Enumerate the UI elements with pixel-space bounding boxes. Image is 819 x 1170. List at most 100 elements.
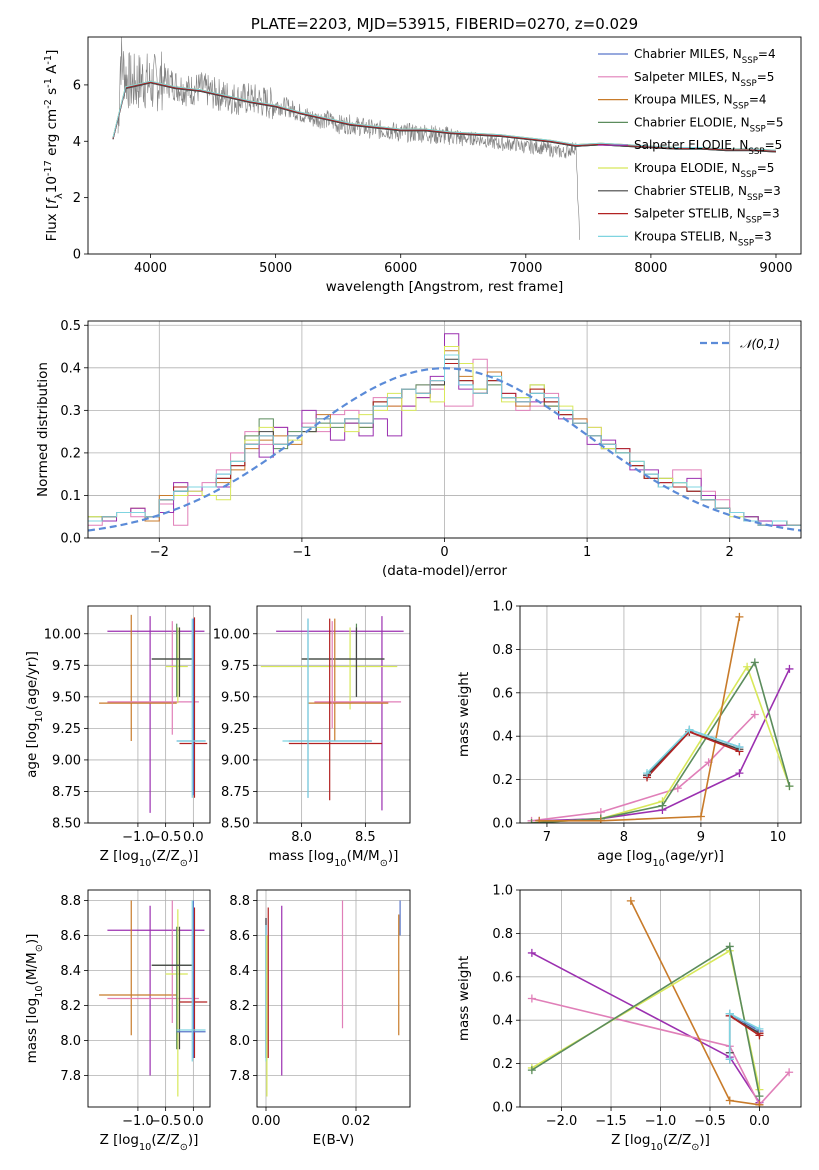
x-tick-label: 8.5 bbox=[355, 830, 376, 845]
y-tick-label: 9.25 bbox=[221, 722, 250, 737]
x-tick-label: 0 bbox=[440, 545, 448, 560]
y-axis-label: mass [log10(M/M⊙)] bbox=[24, 934, 45, 1064]
plot-area bbox=[527, 612, 794, 823]
y-tick-label: 9.25 bbox=[52, 722, 81, 737]
axes-frame bbox=[256, 889, 411, 1108]
normal-curve bbox=[88, 367, 801, 532]
panel-mass-vs-ebv: 0.00 0.02 7.8 8.0 8.2 8.4 8.6 8.8 E(B-V) bbox=[229, 889, 411, 1148]
x-tick-label: 10 bbox=[770, 830, 787, 845]
x-tick-label: 0.0 bbox=[183, 1114, 204, 1129]
histogram-step bbox=[88, 354, 801, 526]
x-tick-label: 7000 bbox=[509, 261, 542, 276]
y-axis-label: Flux [fλ10-17 erg cm-2 s-1 A-1] bbox=[43, 50, 65, 242]
plot-area bbox=[99, 614, 208, 813]
point-marker bbox=[725, 942, 734, 951]
y-tick-label: 9.75 bbox=[52, 659, 81, 674]
y-tick-label: 0.4 bbox=[492, 730, 513, 745]
y-axis-label: mass weight bbox=[456, 672, 472, 757]
y-tick-label: 0.2 bbox=[60, 446, 81, 461]
y-tick-label: 8.4 bbox=[60, 964, 81, 979]
y-tick-label: 7.8 bbox=[229, 1069, 250, 1084]
y-tick-label: 0.0 bbox=[60, 532, 81, 547]
y-tick-label: 0.2 bbox=[492, 773, 513, 788]
x-tick-label: 1 bbox=[583, 545, 591, 560]
point-marker bbox=[535, 816, 544, 823]
x-tick-label: −2.0 bbox=[546, 1114, 578, 1129]
point-marker bbox=[527, 1066, 536, 1075]
point-marker bbox=[735, 769, 744, 778]
point-marker bbox=[785, 782, 794, 791]
legend-label: Chabrier ELODIE, NSSP=5 bbox=[634, 115, 783, 134]
y-tick-label: 8.75 bbox=[52, 785, 81, 800]
axes-frame bbox=[87, 605, 211, 824]
point-marker bbox=[755, 1092, 764, 1101]
legend-label: Chabrier MILES, NSSP=4 bbox=[634, 47, 776, 66]
y-tick-label: 8.8 bbox=[60, 894, 81, 909]
point-marker bbox=[755, 1100, 764, 1107]
y-tick-label: 8.6 bbox=[229, 929, 250, 944]
y-tick-label: 0.6 bbox=[492, 970, 513, 985]
point-marker bbox=[725, 1096, 734, 1105]
x-tick-label: 6000 bbox=[384, 261, 417, 276]
y-tick-label: 0.8 bbox=[492, 927, 513, 942]
point-marker bbox=[527, 994, 536, 1003]
y-tick-label: 0 bbox=[73, 248, 81, 263]
point-marker bbox=[658, 801, 667, 810]
model-spectrum-line bbox=[112, 82, 777, 153]
panel-age-vs-Z: −1.0−0.5 0.0 8.50 8.75 9.00 9.25 9.50 9.75 10.00… bbox=[24, 605, 211, 869]
y-tick-label: 8.2 bbox=[60, 999, 81, 1014]
y-tick-label: 0.0 bbox=[492, 817, 513, 832]
point-marker bbox=[755, 1024, 764, 1033]
x-tick-label: 0.02 bbox=[342, 1114, 371, 1129]
y-tick-label: 8.6 bbox=[60, 929, 81, 944]
y-tick-label: 0.8 bbox=[492, 643, 513, 658]
point-marker bbox=[596, 816, 605, 823]
legend-label: Salpeter ELODIE, NSSP=5 bbox=[634, 138, 782, 157]
data-spectrum-line bbox=[117, 37, 580, 240]
y-tick-label: 8.50 bbox=[52, 817, 81, 832]
model-spectrum-line bbox=[112, 81, 777, 152]
y-tick-label: 0.0 bbox=[492, 1101, 513, 1116]
point-marker bbox=[750, 710, 759, 719]
x-tick-label: −2 bbox=[150, 545, 169, 560]
x-axis-label: E(B-V) bbox=[313, 1132, 355, 1148]
x-tick-label: −1.0 bbox=[122, 1114, 154, 1129]
weight-line bbox=[531, 660, 791, 823]
y-tick-label: 0.2 bbox=[492, 1057, 513, 1072]
y-tick-label: 4 bbox=[73, 135, 81, 150]
y-tick-label: 7.8 bbox=[60, 1069, 81, 1084]
axes-frame bbox=[87, 36, 802, 255]
plot-area bbox=[112, 37, 777, 240]
y-tick-label: 9.75 bbox=[221, 659, 250, 674]
x-tick-label: −0.5 bbox=[150, 1114, 182, 1129]
y-tick-label: 6 bbox=[73, 78, 81, 93]
y-tick-label: 10.00 bbox=[44, 627, 81, 642]
point-marker bbox=[785, 664, 794, 673]
x-tick-label: −1.0 bbox=[122, 830, 154, 845]
axes-frame bbox=[87, 889, 211, 1108]
y-tick-label: 8.0 bbox=[229, 1034, 250, 1049]
axes-frame bbox=[519, 605, 802, 824]
x-tick-label: 4000 bbox=[134, 261, 167, 276]
x-tick-label: −0.5 bbox=[694, 1114, 726, 1129]
weight-line bbox=[531, 945, 761, 1097]
y-tick-label: 1.0 bbox=[492, 600, 513, 615]
panel-weight-vs-age: 7 8 9 10 0.0 0.2 0.4 0.6 0.8 1.0 age [log10(age/yr… bbox=[456, 600, 802, 869]
point-marker bbox=[735, 743, 744, 752]
weight-line bbox=[531, 664, 791, 823]
x-axis-label: mass [log10(M/M⊙)] bbox=[269, 848, 399, 869]
axes-frame bbox=[256, 605, 411, 824]
legend-label: Kroupa STELIB, NSSP=3 bbox=[634, 229, 772, 248]
point-marker bbox=[626, 896, 635, 905]
panel-mass-vs-Z: −1.0−0.5 0.0 7.8 8.0 8.2 8.4 8.6 8.8 Z [log10(Z/… bbox=[24, 889, 211, 1153]
legend-label: Kroupa ELODIE, NSSP=5 bbox=[634, 161, 774, 180]
point-marker bbox=[725, 1055, 734, 1064]
legend-label: Chabrier STELIB, NSSP=3 bbox=[634, 184, 781, 203]
x-tick-label: −1 bbox=[292, 545, 311, 560]
y-axis-label: Normed distribution bbox=[35, 362, 51, 497]
panel-weight-vs-Z: −2.0 −1.5 −1.0 −0.5 0.0 0.0 0.2 0.4 0.6 0.8 1.0 Z [… bbox=[456, 884, 802, 1153]
weight-line bbox=[646, 730, 740, 778]
x-tick-label: 9 bbox=[697, 830, 705, 845]
point-marker bbox=[527, 819, 536, 823]
